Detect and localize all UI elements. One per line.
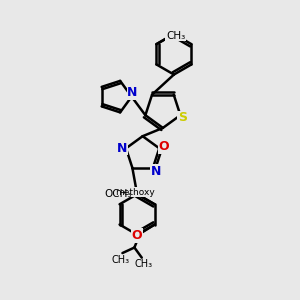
Text: S: S — [178, 112, 187, 124]
Text: methoxy: methoxy — [115, 188, 155, 197]
Text: CH₃: CH₃ — [112, 255, 130, 265]
Text: OCH₃: OCH₃ — [105, 189, 132, 199]
Text: O: O — [132, 229, 142, 242]
Text: N: N — [127, 86, 138, 100]
Text: N: N — [151, 165, 161, 178]
Text: N: N — [117, 142, 128, 155]
Text: O: O — [159, 140, 169, 153]
Text: CH₃: CH₃ — [134, 260, 153, 269]
Text: CH₃: CH₃ — [166, 31, 185, 41]
